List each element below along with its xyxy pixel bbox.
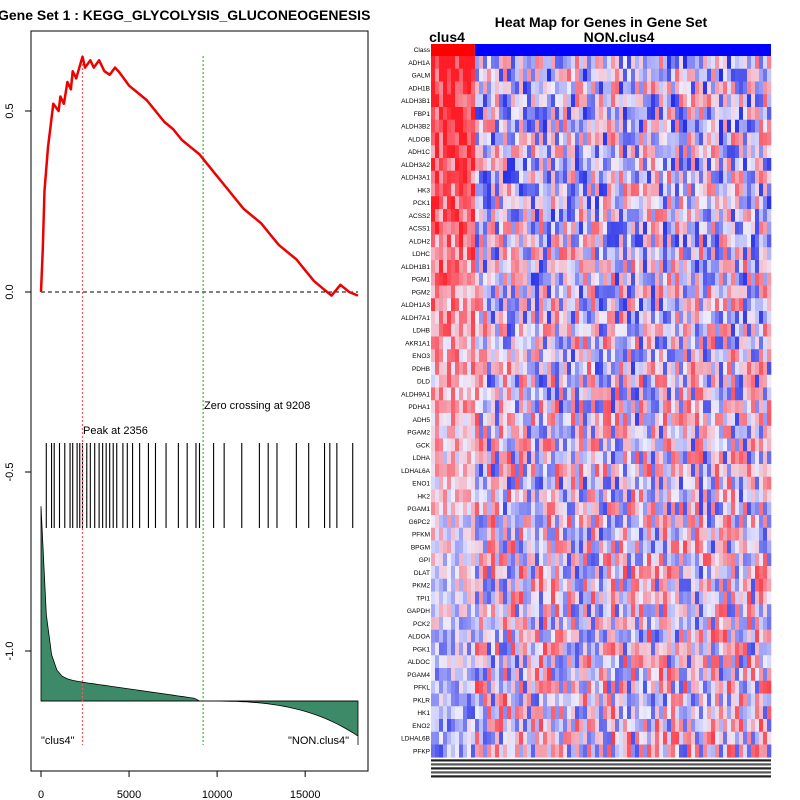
gene-label: ALDH1A3 — [401, 302, 430, 309]
gene-label: PCK1 — [413, 200, 430, 207]
x-tick-label: 10000 — [202, 789, 233, 800]
x-tick-label: 0 — [38, 789, 44, 800]
gene-label: FBP1 — [414, 111, 431, 118]
class-row-label: Class — [414, 47, 431, 54]
gene-label: HK3 — [417, 187, 430, 194]
gene-label: ADH1C — [408, 149, 430, 156]
gene-label: ALDH3A2 — [401, 162, 430, 169]
y-tick-label: 0.5 — [4, 103, 16, 118]
gene-label: ALDOB — [408, 136, 430, 143]
gene-label: PFKL — [414, 685, 431, 692]
gene-label: ALDH9A1 — [401, 391, 430, 398]
y-tick-label: -0.5 — [4, 463, 16, 482]
y-tick-label: -1.0 — [4, 642, 16, 661]
gene-label: PCK2 — [413, 621, 430, 628]
gene-label: PFKP — [413, 748, 430, 755]
gene-label: ALDH3A1 — [401, 175, 430, 182]
gene-label: HK1 — [417, 710, 430, 717]
gene-label: PGM2 — [412, 289, 431, 296]
gene-label: ALDOA — [408, 634, 431, 641]
gene-label: ENO1 — [412, 481, 430, 488]
gene-label: HK2 — [417, 493, 430, 500]
metric-area — [40, 506, 359, 745]
gene-label: LDHAL6B — [401, 736, 430, 743]
gene-label: GCK — [416, 442, 431, 449]
gene-label: ACSS2 — [409, 213, 431, 220]
class-bar-clus4 — [431, 44, 475, 56]
gene-label: ADH1A — [408, 60, 430, 67]
gene-label: PFKM — [412, 532, 430, 539]
class-bar-non-clus4 — [474, 44, 771, 56]
gene-label: ADH1B — [408, 85, 430, 92]
gene-label: PGAM4 — [407, 672, 430, 679]
gene-label: LDHA — [413, 455, 431, 462]
gene-label: ALDH7A1 — [401, 315, 430, 322]
gene-label: GALM — [412, 73, 430, 80]
ranked-metric-fill — [40, 506, 359, 745]
zero-crossing-label: Zero crossing at 9208 — [204, 400, 310, 412]
heatmap-cells — [431, 56, 772, 758]
gene-label: ALDOC — [408, 659, 431, 666]
gene-label: PKM2 — [412, 583, 430, 590]
gene-label: G6PC2 — [409, 519, 431, 526]
gene-label: PDHA1 — [408, 404, 430, 411]
heatmap-title: Heat Map for Genes in Gene Set — [495, 14, 708, 30]
gene-label: PGK1 — [413, 646, 431, 653]
gene-label: GAPDH — [407, 608, 430, 615]
running-es-line — [39, 55, 359, 297]
x-axis: 0 5000 10000 15000 — [38, 770, 321, 800]
gene-label: PDHB — [412, 366, 430, 373]
gene-label: ENO2 — [412, 723, 430, 730]
heatmap-group-clus4: clus4 — [429, 29, 465, 45]
gene-label: BPGM — [411, 544, 430, 551]
gene-label: ENO3 — [412, 353, 430, 360]
right-group-label: "NON.clus4" — [288, 735, 349, 747]
gene-label: PGAM2 — [407, 430, 430, 437]
gene-labels: ADH1A GALM ADH1B ALDH3B1 FBP1 ALDH3B2 ALDOB ADH… — [401, 60, 431, 756]
gene-label: ALDH1B1 — [401, 264, 430, 271]
gene-label: GPI — [419, 557, 430, 564]
gene-label: AKR1A1 — [405, 340, 430, 347]
gene-label: LDHC — [412, 251, 430, 258]
gene-label: ADH5 — [413, 417, 431, 424]
x-tick-label: 15000 — [290, 789, 321, 800]
gene-label: ALDH2 — [409, 238, 430, 245]
peak-label: Peak at 2356 — [83, 425, 148, 437]
gene-label: DLAT — [414, 570, 430, 577]
left-group-label: "clus4" — [41, 735, 75, 747]
heatmap-group-non-clus4: NON.clus4 — [584, 29, 655, 45]
sample-label-strip — [431, 759, 771, 778]
y-axis: 0.5 0.0 -0.5 -1.0 — [4, 103, 32, 661]
gene-label: ALDH3B1 — [401, 98, 430, 105]
gene-label: ACSS1 — [409, 226, 431, 233]
gene-label: PKLR — [413, 697, 430, 704]
gene-label: LDHAL6A — [401, 468, 431, 475]
gene-label: LDHB — [413, 328, 430, 335]
gene-label: DLD — [417, 379, 430, 386]
x-tick-label: 5000 — [117, 789, 141, 800]
gene-label: ALDH3B2 — [401, 124, 430, 131]
gene-label: TPI1 — [416, 595, 430, 602]
y-tick-label: 0.0 — [4, 284, 16, 299]
enrichment-plot-title: Gene Set 1 : KEGG_GLYCOLYSIS_GLUCONEOGEN… — [0, 7, 370, 23]
enrichment-plot-frame — [30, 30, 369, 772]
hit-bars — [45, 443, 354, 528]
gene-label: PGAM1 — [407, 506, 430, 513]
gene-label: PGM1 — [412, 277, 431, 284]
